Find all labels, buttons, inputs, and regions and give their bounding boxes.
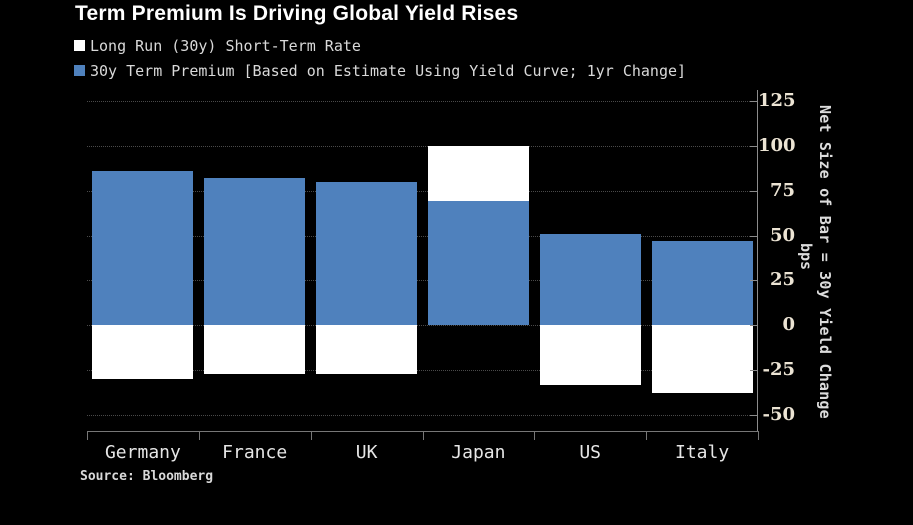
- bar-segment-us-long-run-short-term-rate: [539, 325, 641, 385]
- y-tick-label-100: 100: [758, 134, 796, 156]
- x-axis-label-us: US: [579, 442, 602, 463]
- y-tick-label-50: 50: [769, 224, 795, 246]
- gridline-25: [87, 280, 758, 282]
- bar-segment-japan-term-premium: [427, 201, 529, 326]
- x-axis-label-germany: Germany: [104, 442, 181, 463]
- legend-label-term-premium: 30y Term Premium [Based on Estimate Usin…: [90, 61, 687, 80]
- gridline-100: [87, 145, 758, 147]
- x-axis-tick-6: [758, 431, 759, 440]
- right-axis-title: Net Size of Bar = 30y Yield Change: [816, 105, 834, 419]
- y-axis-tick-labels: 125 100 75 50 25 0 -25 -50: [758, 90, 798, 432]
- y-axis-tick--25: [750, 370, 757, 372]
- chart-title: Term Premium Is Driving Global Yield Ris…: [75, 2, 519, 25]
- x-axis-tick-1: [198, 431, 200, 440]
- legend-swatch-blue: [74, 65, 85, 76]
- y-axis-tick--50: [750, 415, 757, 417]
- bar-segment-france-long-run-short-term-rate: [204, 325, 306, 374]
- legend-item-long-run: Long Run (30y) Short-Term Rate: [74, 33, 686, 58]
- bar-segment-italy-term-premium: [651, 240, 753, 326]
- gridline-0: [87, 325, 758, 327]
- y-axis-tick-0: [750, 325, 757, 327]
- x-axis-label-japan: Japan: [451, 442, 506, 463]
- y-tick-label-125: 125: [758, 89, 796, 111]
- y-tick-label--25: -25: [762, 359, 795, 381]
- y-axis-tick-50: [750, 235, 757, 237]
- y-axis-unit-label: bps: [797, 243, 815, 271]
- plot-area: [87, 90, 758, 432]
- x-axis-label-france: France: [222, 442, 288, 463]
- x-axis-tick-5: [646, 431, 648, 440]
- gridline-75: [87, 190, 758, 192]
- gridline--50: [87, 415, 758, 417]
- bar-segment-italy-long-run-short-term-rate: [651, 325, 753, 394]
- y-axis-line: [757, 90, 758, 432]
- gridline--25: [87, 370, 758, 372]
- bar-segment-japan-long-run-short-term-rate: [427, 145, 529, 202]
- x-axis-tick-4: [534, 431, 536, 440]
- y-axis-tick-75: [750, 190, 757, 192]
- bar-segment-uk-term-premium: [316, 181, 418, 326]
- x-axis-tick-3: [422, 431, 424, 440]
- source-label: Source: Bloomberg: [80, 469, 214, 484]
- y-axis-tick-125: [750, 100, 757, 102]
- x-axis-label-uk: UK: [355, 442, 378, 463]
- bar-segment-germany-term-premium: [92, 170, 194, 326]
- y-tick-label--50: -50: [762, 404, 795, 426]
- y-axis-tick-100: [750, 145, 757, 147]
- y-tick-label-0: 0: [782, 314, 795, 336]
- x-axis-tick-0: [87, 431, 88, 440]
- legend-label-long-run: Long Run (30y) Short-Term Rate: [90, 36, 361, 55]
- legend-swatch-white: [74, 40, 85, 51]
- bar-segment-uk-long-run-short-term-rate: [316, 325, 418, 374]
- legend: Long Run (30y) Short-Term Rate 30y Term …: [74, 33, 686, 83]
- bar-segment-us-term-premium: [539, 233, 641, 326]
- y-tick-label-75: 75: [769, 179, 795, 201]
- y-tick-label-25: 25: [769, 269, 795, 291]
- bar-segment-france-term-premium: [204, 178, 306, 326]
- bar-segment-germany-long-run-short-term-rate: [92, 325, 194, 380]
- y-axis-tick-25: [750, 280, 757, 282]
- x-axis-label-italy: Italy: [674, 442, 730, 463]
- gridline-125: [87, 100, 758, 102]
- legend-item-term-premium: 30y Term Premium [Based on Estimate Usin…: [74, 58, 686, 83]
- gridline-50: [87, 235, 758, 237]
- x-axis-tick-2: [310, 431, 312, 440]
